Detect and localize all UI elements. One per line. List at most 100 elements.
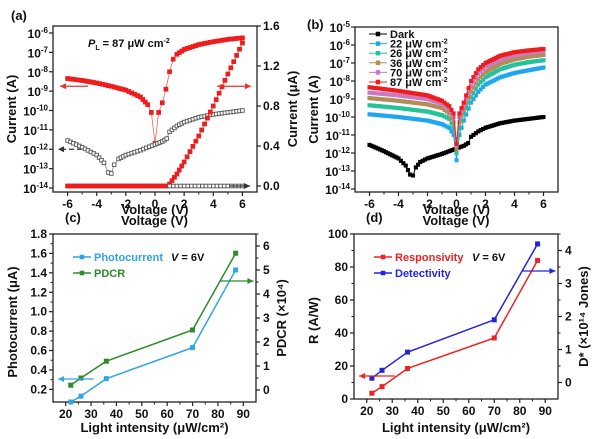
legend-item: Photocurrent bbox=[73, 252, 163, 264]
legend-item: 36 μW cm-2 bbox=[369, 58, 448, 70]
legend-item: Dark bbox=[369, 29, 415, 41]
x-tick-label: 30 bbox=[84, 407, 98, 421]
y-tick-label: 10-11 bbox=[326, 128, 351, 143]
data-point bbox=[145, 102, 151, 108]
data-point bbox=[535, 241, 541, 247]
y-tick-label: 1.6 bbox=[30, 246, 47, 260]
carryover-x-label-from-above: Voltage (V) bbox=[423, 213, 490, 228]
arrow-head bbox=[245, 83, 251, 90]
x-tick-label: 40 bbox=[411, 404, 425, 418]
legend-label: Detectivity bbox=[395, 268, 452, 280]
legend-marker bbox=[375, 50, 381, 56]
data-point bbox=[471, 75, 476, 80]
data-point bbox=[233, 267, 239, 273]
legend-label: Dark bbox=[390, 29, 415, 41]
data-point bbox=[379, 384, 385, 390]
x-tick-label: 50 bbox=[437, 404, 451, 418]
data-point bbox=[208, 109, 213, 115]
data-point bbox=[101, 160, 107, 166]
y-tick-label: 10-5 bbox=[330, 20, 351, 35]
legend-item: 22 μW cm-2 bbox=[369, 39, 448, 51]
y-right-tick-label: 5 bbox=[263, 263, 270, 277]
data-point bbox=[451, 111, 456, 116]
legend-item: Detectivity bbox=[374, 268, 452, 280]
legend-label: PDCR bbox=[94, 268, 125, 280]
data-point bbox=[478, 74, 483, 79]
data-point bbox=[192, 183, 198, 189]
data-point bbox=[454, 150, 459, 156]
data-point bbox=[185, 183, 191, 189]
x-tick-label: 0 bbox=[152, 197, 159, 211]
data-point bbox=[187, 149, 193, 154]
series-responsivity bbox=[369, 257, 541, 396]
series-87 bbox=[367, 46, 546, 147]
arrow-head bbox=[359, 373, 366, 379]
legend-label: Photocurrent bbox=[94, 252, 163, 264]
legend-label: 87 μW cm-2 bbox=[390, 77, 448, 89]
x-tick-label: 90 bbox=[237, 407, 251, 421]
arrow-head bbox=[58, 146, 64, 153]
x-tick-label: 2 bbox=[482, 197, 489, 211]
data-point bbox=[218, 183, 223, 189]
y-tick-label: 10-9 bbox=[330, 92, 351, 107]
arrow-head bbox=[60, 83, 66, 90]
y-right-tick-label: 3 bbox=[565, 277, 572, 291]
y-tick-label: 0.8 bbox=[30, 324, 47, 338]
data-point bbox=[410, 173, 416, 178]
y-tick-label: 10-13 bbox=[325, 164, 350, 179]
data-point bbox=[109, 171, 114, 176]
legend: Responsivity Detectivity bbox=[374, 252, 464, 280]
panel-label: (b) bbox=[307, 17, 324, 32]
data-point bbox=[464, 93, 469, 98]
data-point bbox=[240, 40, 245, 46]
legend-marker bbox=[375, 60, 381, 66]
data-point bbox=[541, 52, 546, 57]
data-point bbox=[231, 59, 237, 64]
series-pdcr bbox=[68, 250, 239, 388]
data-point bbox=[413, 165, 418, 170]
x-axis-label: Light intensity (μW/cm²) bbox=[382, 420, 530, 435]
y-tick-label: 60 bbox=[335, 293, 349, 307]
data-point bbox=[142, 99, 148, 105]
data-point bbox=[405, 365, 411, 371]
data-point bbox=[140, 97, 146, 102]
x-tick-label: 70 bbox=[186, 407, 200, 421]
data-point bbox=[189, 183, 194, 189]
series-line bbox=[371, 243, 539, 379]
panel-label: (a) bbox=[11, 8, 27, 23]
x-tick-label: 6 bbox=[540, 197, 547, 211]
panel-label: (d) bbox=[366, 210, 383, 225]
legend-marker bbox=[375, 31, 381, 37]
x-tick-label: -2 bbox=[121, 197, 132, 211]
y-tick-label: 10-6 bbox=[28, 26, 49, 41]
y-tick-label: 100 bbox=[328, 227, 348, 241]
data-point bbox=[396, 156, 401, 161]
data-point bbox=[476, 89, 481, 94]
data-point bbox=[68, 399, 74, 405]
data-point bbox=[190, 144, 196, 149]
x-tick-label: 90 bbox=[539, 404, 553, 418]
data-point bbox=[225, 71, 231, 77]
y-right-tick-label: 0.8 bbox=[263, 99, 280, 113]
data-point bbox=[481, 77, 486, 82]
data-point bbox=[466, 141, 471, 146]
y-tick-label: 80 bbox=[335, 260, 349, 274]
data-point bbox=[541, 114, 546, 120]
x-tick-label: -6 bbox=[364, 197, 375, 211]
data-point bbox=[478, 80, 483, 85]
legend-label: 22 μW cm-2 bbox=[390, 39, 448, 51]
data-point bbox=[221, 183, 227, 189]
x-tick-label: 20 bbox=[360, 404, 374, 418]
data-point bbox=[449, 129, 454, 134]
legend-marker bbox=[375, 79, 381, 85]
legend-marker bbox=[380, 254, 386, 260]
data-point bbox=[170, 56, 176, 62]
data-point bbox=[473, 93, 478, 98]
y-right-tick-label: 0.4 bbox=[263, 139, 280, 153]
x-tick-label: 4 bbox=[210, 197, 217, 211]
x-tick-label: 40 bbox=[110, 407, 124, 421]
legend-label: 36 μW cm-2 bbox=[390, 58, 448, 70]
y-tick-label: 1.2 bbox=[30, 285, 47, 299]
data-point bbox=[233, 250, 239, 256]
